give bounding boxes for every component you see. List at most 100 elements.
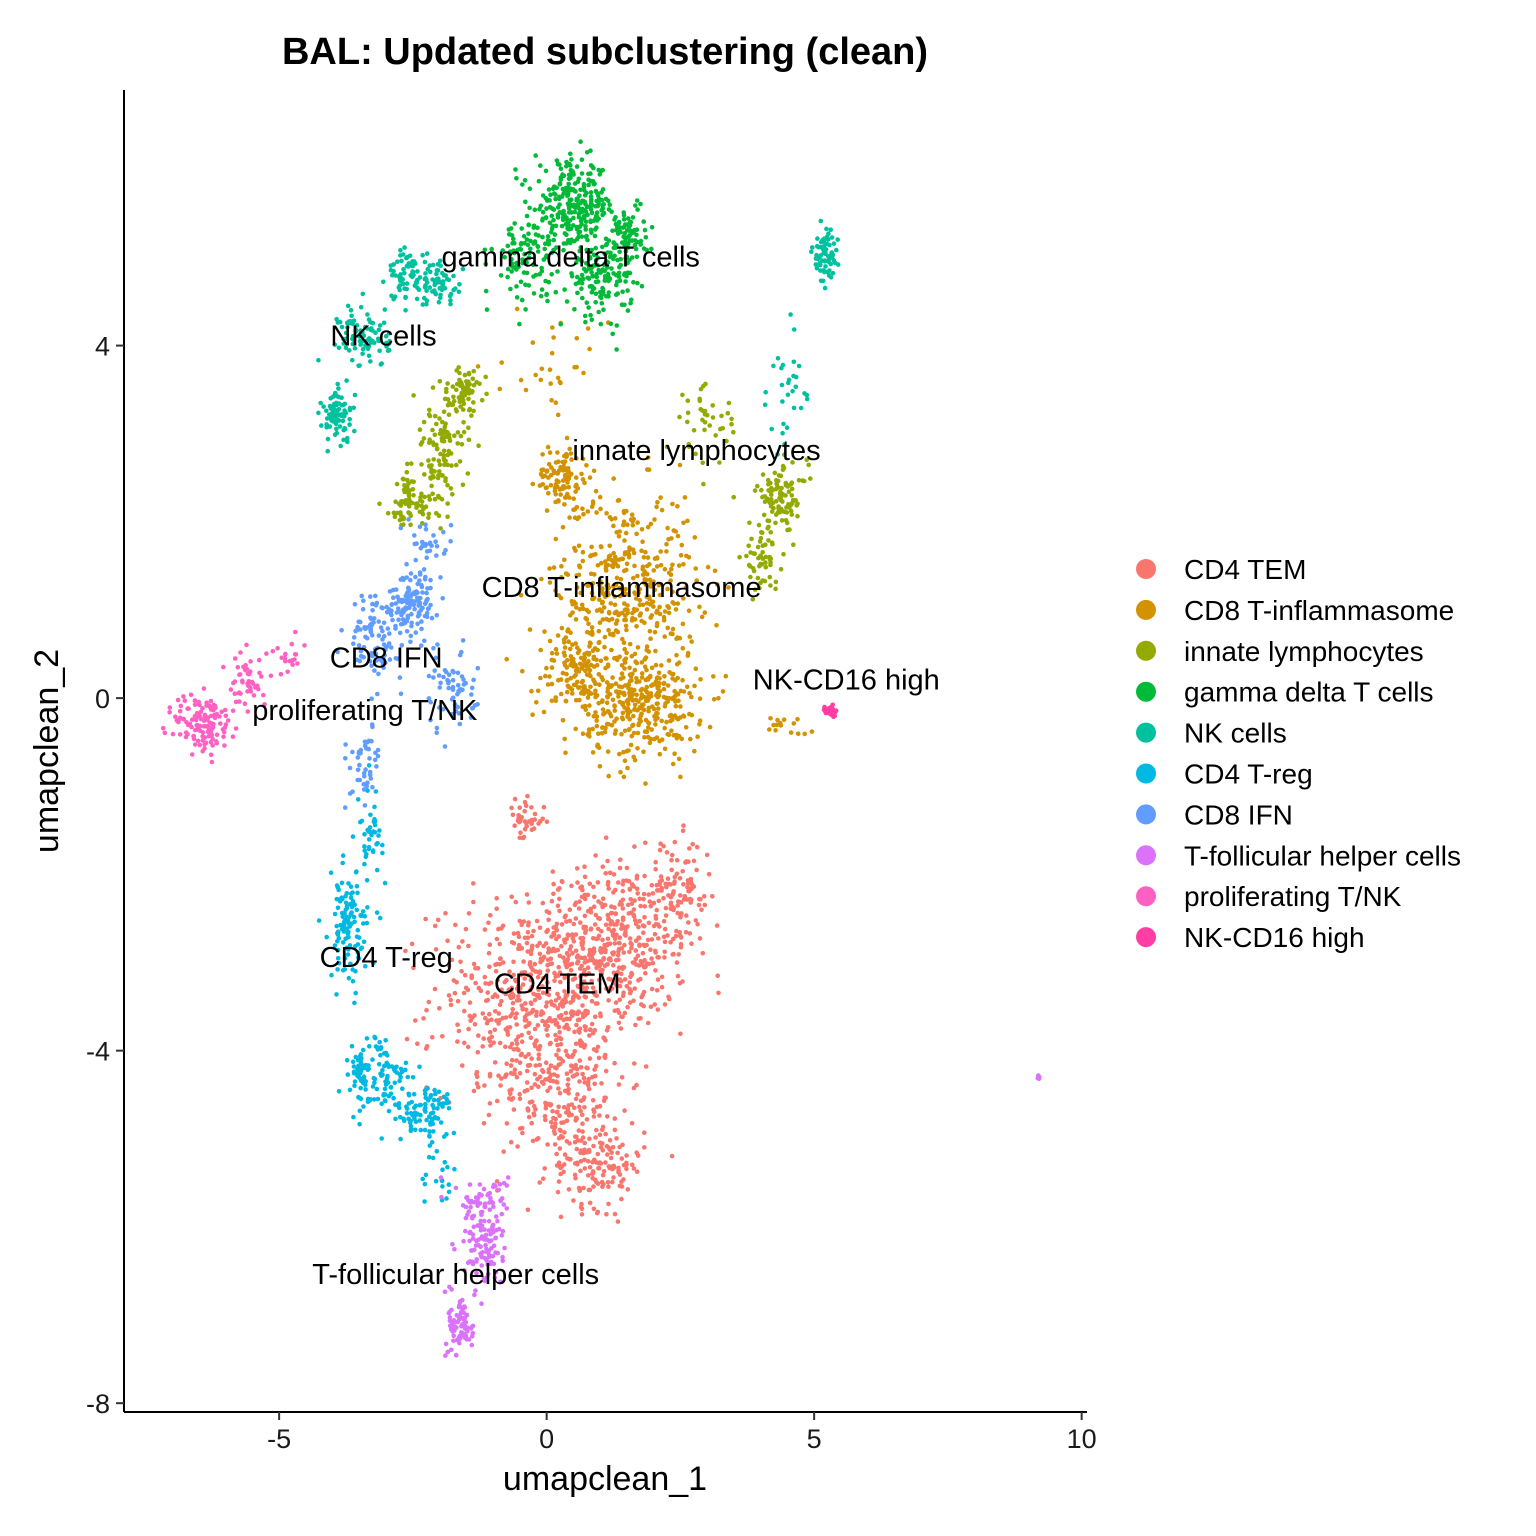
data-point (541, 804, 547, 810)
data-point (640, 923, 646, 928)
data-point (528, 964, 534, 970)
data-point (690, 841, 695, 847)
data-point (519, 297, 525, 303)
data-point (455, 430, 461, 435)
data-point (468, 1326, 474, 1331)
data-point (606, 1184, 611, 1190)
data-point (560, 172, 565, 177)
data-point (773, 520, 778, 526)
data-point (573, 475, 579, 480)
data-point (761, 512, 767, 518)
data-point (598, 578, 603, 584)
data-point (547, 220, 553, 226)
data-point (350, 834, 356, 839)
data-point (487, 1011, 492, 1017)
data-point (572, 1105, 577, 1111)
data-point (630, 215, 636, 220)
data-point (452, 433, 457, 439)
data-point (550, 325, 555, 330)
data-point (649, 665, 655, 671)
data-point (701, 481, 706, 487)
data-point (556, 593, 561, 598)
series-2-points (377, 365, 813, 602)
data-point (416, 603, 422, 608)
data-point (534, 1009, 539, 1015)
data-point (585, 695, 591, 700)
data-point (625, 308, 631, 313)
data-point (559, 575, 564, 580)
data-point (162, 730, 168, 736)
data-point (773, 499, 779, 504)
data-point (530, 481, 536, 487)
data-point (606, 627, 611, 633)
data-point (750, 597, 756, 602)
data-point (595, 926, 601, 932)
data-point (568, 226, 574, 232)
data-point (632, 702, 638, 708)
data-point (444, 1196, 449, 1201)
data-point (578, 1159, 584, 1164)
data-point (516, 819, 522, 825)
data-point (486, 1218, 492, 1224)
data-point (763, 542, 768, 547)
data-point (451, 1326, 456, 1331)
data-point (461, 1238, 466, 1244)
data-point (619, 1184, 625, 1189)
data-point (687, 846, 692, 851)
data-point (681, 823, 686, 828)
data-point (619, 971, 624, 977)
data-point (553, 1022, 559, 1027)
data-point (597, 639, 602, 645)
data-point (428, 585, 433, 591)
data-point (784, 520, 790, 526)
data-point (581, 1185, 586, 1191)
data-point (514, 1074, 520, 1080)
data-point (391, 595, 396, 600)
data-point (665, 876, 671, 881)
data-point (526, 231, 531, 236)
data-point (424, 590, 429, 596)
data-point (634, 531, 639, 537)
data-point (646, 720, 651, 725)
data-point (339, 910, 345, 916)
data-point (426, 494, 432, 499)
data-point (500, 1015, 506, 1021)
data-point (526, 1114, 532, 1120)
data-point (580, 558, 586, 564)
data-point (512, 221, 517, 226)
data-point (541, 709, 547, 715)
data-point (637, 716, 643, 722)
data-point (529, 819, 535, 824)
data-point (486, 1191, 491, 1197)
data-point (614, 323, 620, 328)
data-point (590, 631, 595, 636)
data-point (510, 1000, 516, 1006)
data-point (568, 163, 573, 168)
data-point (442, 462, 447, 468)
data-point (378, 1046, 384, 1051)
data-point (806, 462, 811, 468)
data-point (703, 381, 708, 387)
data-point (420, 252, 425, 258)
data-point (434, 277, 440, 282)
data-point (574, 1146, 580, 1152)
data-point (566, 204, 572, 209)
data-point (603, 922, 609, 928)
data-point (571, 496, 576, 502)
data-point (562, 653, 568, 658)
data-point (591, 1143, 596, 1149)
data-point (585, 1009, 590, 1014)
data-point (554, 651, 560, 656)
data-point (347, 417, 353, 422)
data-point (339, 895, 345, 900)
data-point (618, 586, 624, 592)
data-point (582, 213, 587, 219)
data-point (593, 300, 598, 305)
data-point (544, 508, 550, 513)
data-point (583, 930, 588, 936)
data-point (529, 933, 535, 939)
data-point (405, 615, 411, 621)
data-point (584, 1065, 589, 1070)
data-point (440, 1034, 445, 1039)
data-point (655, 500, 660, 505)
